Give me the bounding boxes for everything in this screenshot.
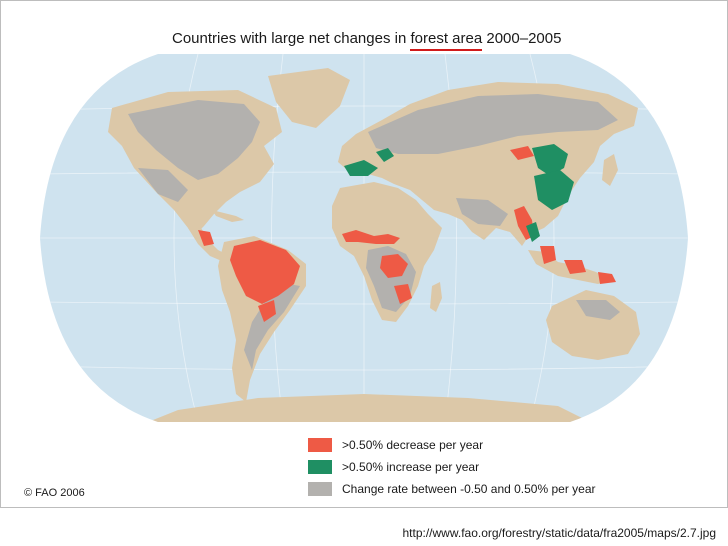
increase-regions <box>344 144 574 242</box>
legend-swatch-increase <box>308 460 332 474</box>
map-body <box>40 54 688 422</box>
copyright-text: © FAO 2006 <box>24 487 85 499</box>
map-title: Countries with large net changes in fore… <box>172 30 561 47</box>
australia <box>546 290 640 360</box>
legend-label-stable: Change rate between -0.50 and 0.50% per … <box>342 482 596 496</box>
legend-item-increase: >0.50% increase per year <box>308 456 596 478</box>
legend-swatch-stable <box>308 482 332 496</box>
legend-swatch-decrease <box>308 438 332 452</box>
legend: >0.50% decrease per year >0.50% increase… <box>308 434 596 500</box>
japan <box>602 154 618 186</box>
legend-label-decrease: >0.50% decrease per year <box>342 438 484 452</box>
title-prefix: Countries with large net changes in <box>172 30 411 47</box>
title-highlight: forest area <box>410 30 483 47</box>
caribbean <box>212 210 244 222</box>
greenland <box>268 68 350 128</box>
legend-item-stable: Change rate between -0.50 and 0.50% per … <box>308 478 596 500</box>
source-url: http://www.fao.org/forestry/static/data/… <box>402 526 717 540</box>
world-map <box>40 54 688 422</box>
decrease-regions <box>198 146 616 322</box>
legend-item-decrease: >0.50% decrease per year <box>308 434 596 456</box>
legend-label-increase: >0.50% increase per year <box>342 460 480 474</box>
antarctica <box>138 394 598 422</box>
madagascar <box>430 282 442 312</box>
title-suffix: 2000–2005 <box>482 30 562 47</box>
